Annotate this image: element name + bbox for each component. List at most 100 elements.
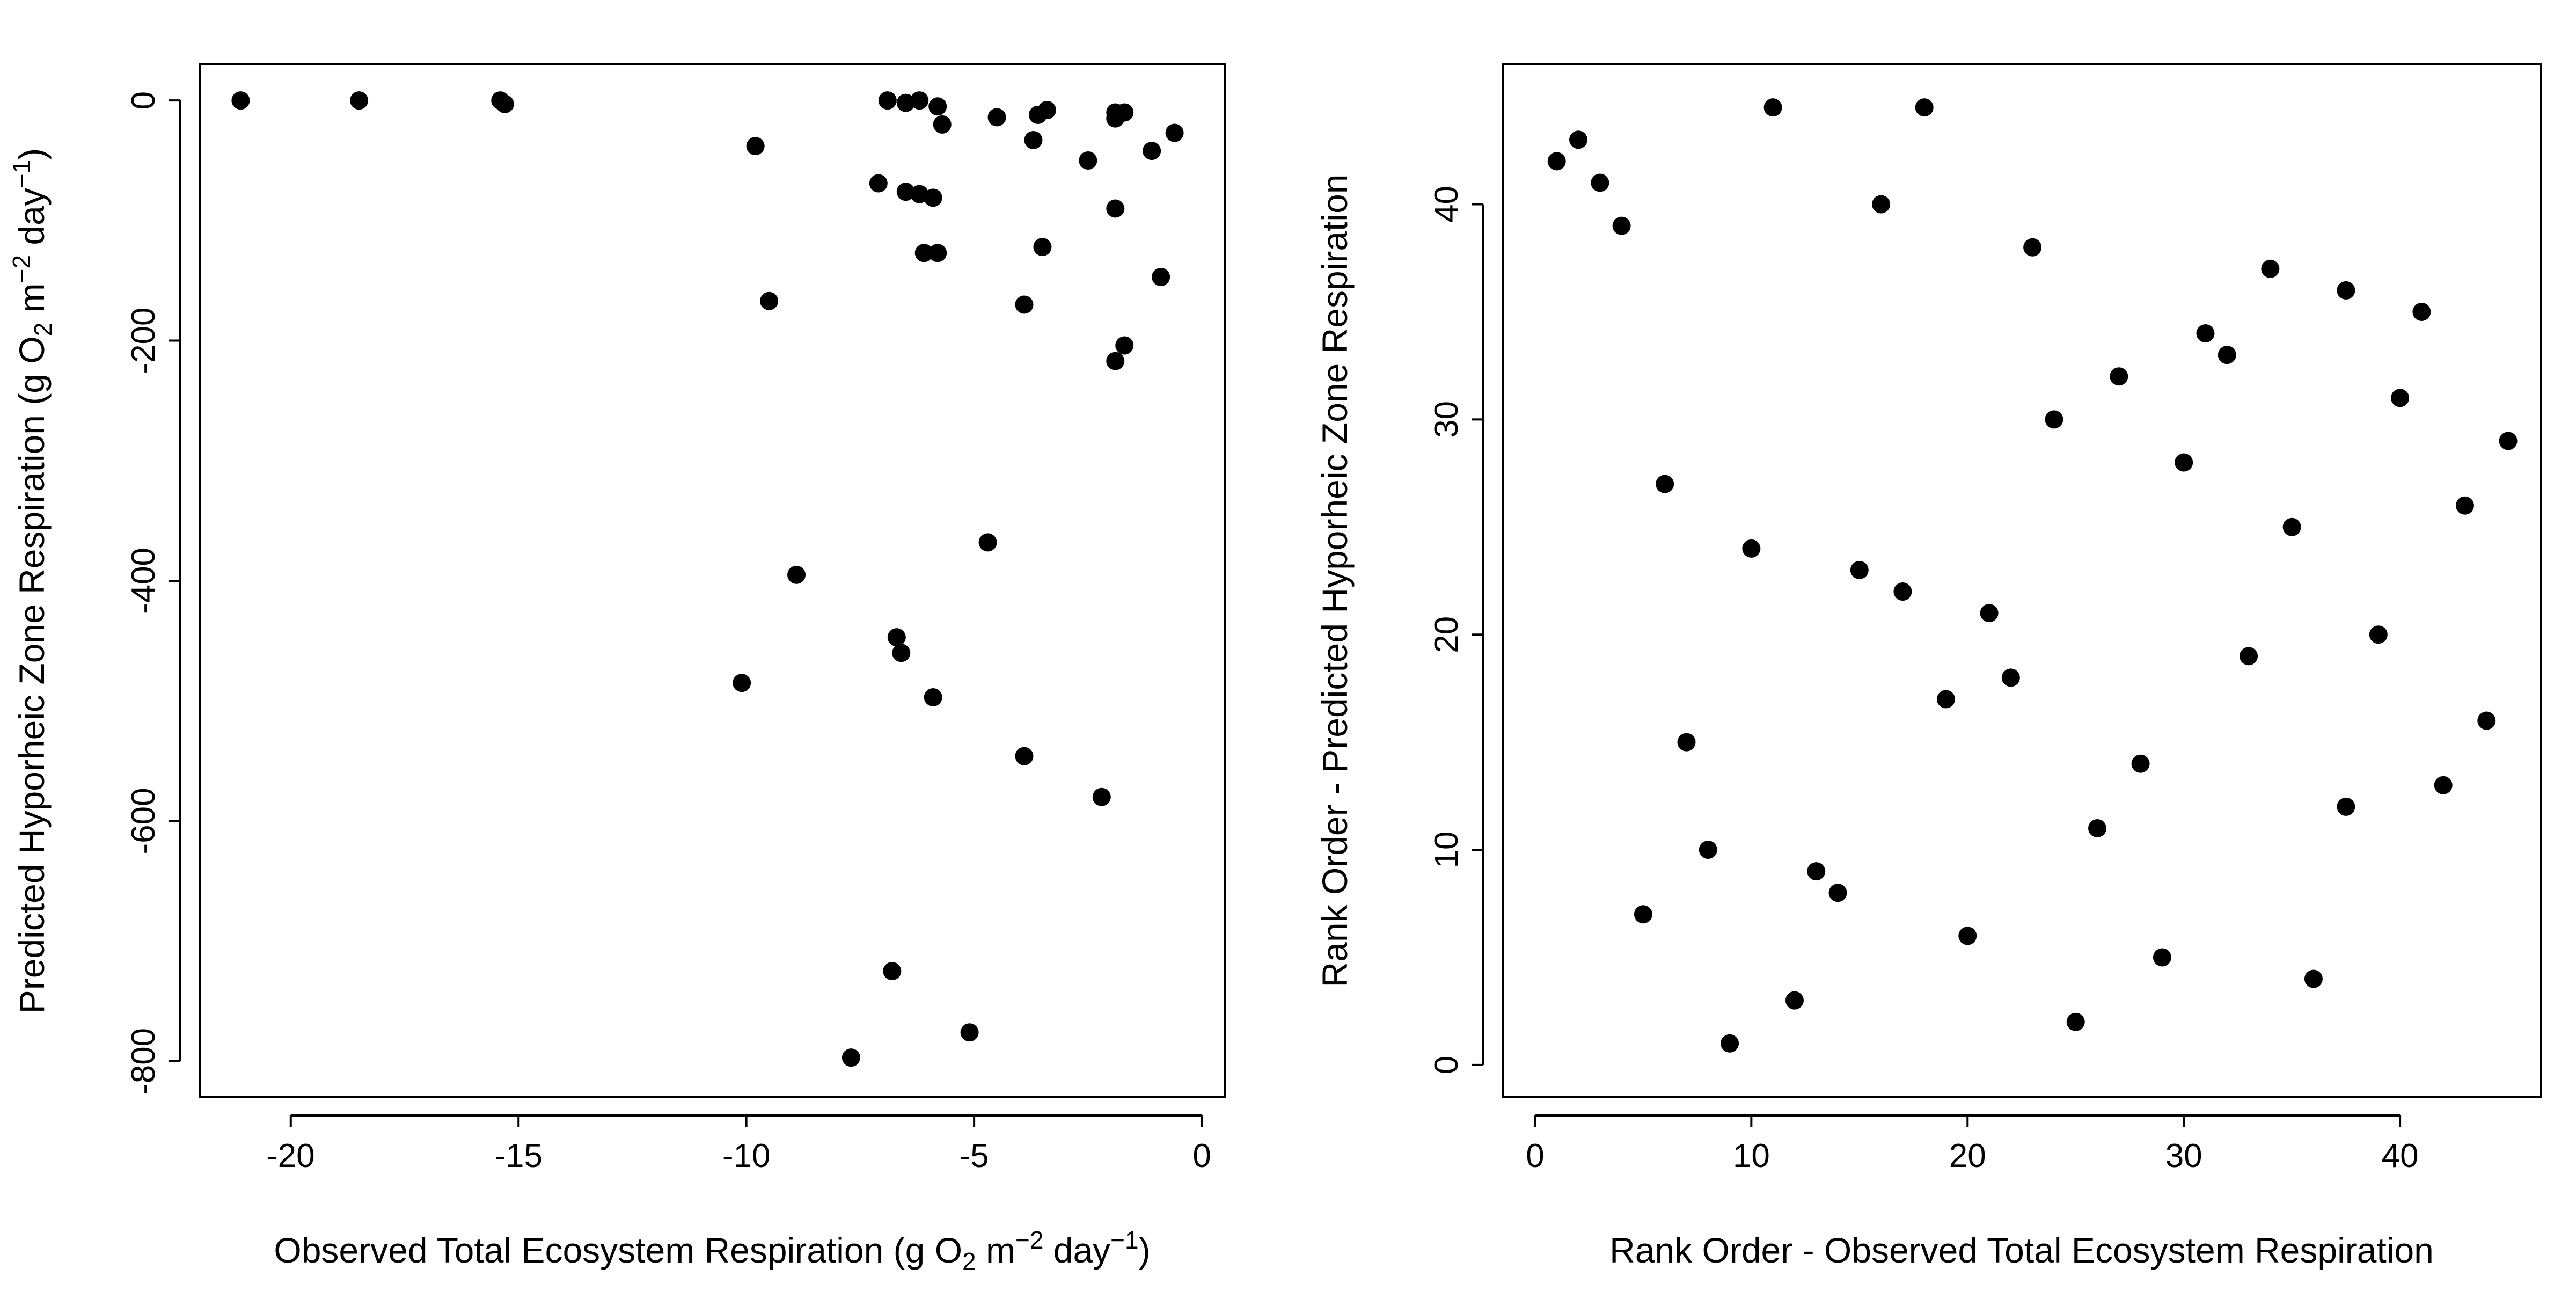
x-axis-title-superscript-1: −2 [1015, 1226, 1043, 1254]
data-point [896, 183, 915, 201]
data-point [1980, 604, 1999, 623]
data-point [760, 291, 779, 310]
data-point [1612, 216, 1631, 235]
data-point [2391, 389, 2410, 407]
data-point [2196, 324, 2215, 343]
y-tick-label: -800 [125, 1028, 162, 1095]
y-axis-title-text-1: Predicted Hyporheic Zone Respiration (g … [12, 336, 52, 1013]
data-point [1915, 98, 1934, 117]
data-point [2023, 238, 2042, 257]
x-axis-title: Observed Total Ecosystem Respiration (g … [274, 1226, 1150, 1275]
x-tick-label: -15 [494, 1137, 543, 1175]
x-tick-label: -5 [960, 1137, 989, 1175]
y-tick-label: -600 [125, 787, 162, 854]
y-axis-title: Predicted Hyporheic Zone Respiration (g … [8, 148, 57, 1014]
data-point [746, 137, 765, 156]
data-point [2240, 647, 2258, 666]
data-point [1807, 862, 1826, 881]
data-point [2455, 496, 2474, 515]
x-axis-title-text-3: day [1043, 1230, 1110, 1270]
data-point [1742, 539, 1761, 558]
data-point [1893, 582, 1912, 601]
x-axis-title-text-4: ) [1139, 1230, 1151, 1270]
data-point [2369, 625, 2388, 644]
data-point [1699, 841, 1717, 859]
data-point [2282, 517, 2301, 536]
data-point [2131, 754, 2150, 773]
data-point [910, 91, 929, 110]
x-axis-title-subscript: 2 [962, 1248, 976, 1275]
y-tick-label: 20 [1428, 616, 1465, 653]
plot-frame [199, 63, 1226, 1098]
y-tick-label: 0 [1428, 1056, 1465, 1074]
data-point [896, 93, 915, 112]
data-point [2261, 259, 2280, 278]
data-point [2110, 367, 2128, 386]
data-point [2218, 346, 2236, 364]
data-point [1936, 690, 1955, 709]
data-point [1958, 927, 1977, 945]
data-point [1015, 747, 1034, 765]
data-point [910, 185, 929, 203]
x-tick-label: 40 [2382, 1137, 2419, 1175]
data-point [1024, 130, 1043, 149]
data-point [978, 533, 997, 552]
data-point [892, 644, 911, 662]
left-scatter-panel: -20 -15 -10 -5 0 -800 -600 -400 -200 0 Observed To… [8, 63, 1226, 1275]
x-axis-title-text-1: Observed Total Ecosystem Respiration (g … [274, 1230, 962, 1270]
data-point [350, 91, 369, 110]
data-point [1721, 1034, 1739, 1053]
y-tick-label: 0 [125, 91, 162, 110]
data-point [1106, 352, 1125, 370]
y-axis-title-text-2: m [12, 283, 52, 322]
x-axis-title: Rank Order - Observed Total Ecosystem Re… [1609, 1230, 2434, 1270]
y-axis-title: Rank Order - Predicted Hyporheic Zone Re… [1315, 174, 1355, 987]
data-point [1037, 101, 1056, 120]
data-point [1092, 787, 1111, 806]
data-point [869, 174, 888, 193]
y-tick-label: 40 [1428, 186, 1465, 223]
data-point [1106, 199, 1125, 218]
y-axis-title-text-4: ) [12, 148, 52, 160]
data-point [1677, 733, 1696, 752]
data-point [1634, 905, 1652, 924]
data-point [2304, 969, 2323, 988]
plot-frame [1502, 63, 2542, 1098]
data-point [2066, 1012, 2085, 1031]
data-point [1115, 336, 1134, 355]
data-point [2499, 432, 2518, 450]
x-axis-title-text-2: m [976, 1230, 1015, 1270]
data-point [841, 1048, 860, 1067]
data-point [2434, 776, 2453, 794]
data-point [1785, 991, 1804, 1010]
y-axis-title-subscript: 2 [29, 323, 57, 337]
y-tick-label: 30 [1428, 401, 1465, 438]
data-point [1033, 238, 1052, 257]
data-point [1763, 98, 1782, 117]
x-tick-label: 20 [1949, 1137, 1986, 1175]
x-axis-title-superscript-2: −1 [1110, 1226, 1138, 1254]
data-point [924, 188, 942, 207]
data-point [1143, 142, 1161, 161]
data-point [878, 91, 897, 110]
data-point [495, 94, 514, 113]
data-point [987, 108, 1006, 127]
data-point [914, 244, 933, 262]
data-point [1115, 103, 1134, 122]
data-point [1079, 151, 1097, 170]
data-point [1569, 130, 1588, 149]
right-scatter-panel: 0 10 20 30 40 0 10 20 30 40 Rank Order - Observed … [1315, 63, 2542, 1270]
data-point [733, 674, 751, 692]
data-point [960, 1023, 979, 1042]
y-axis-title-text-3: day [12, 188, 52, 255]
data-point [928, 244, 947, 262]
data-point [1015, 295, 1034, 314]
data-point [1872, 195, 1891, 214]
data-point [2477, 711, 2496, 730]
x-tick-label: 10 [1733, 1137, 1770, 1175]
data-point [231, 91, 250, 110]
data-point [2337, 797, 2355, 816]
y-axis-title-superscript-1: −2 [8, 255, 35, 283]
x-tick-label: 0 [1192, 1137, 1211, 1175]
